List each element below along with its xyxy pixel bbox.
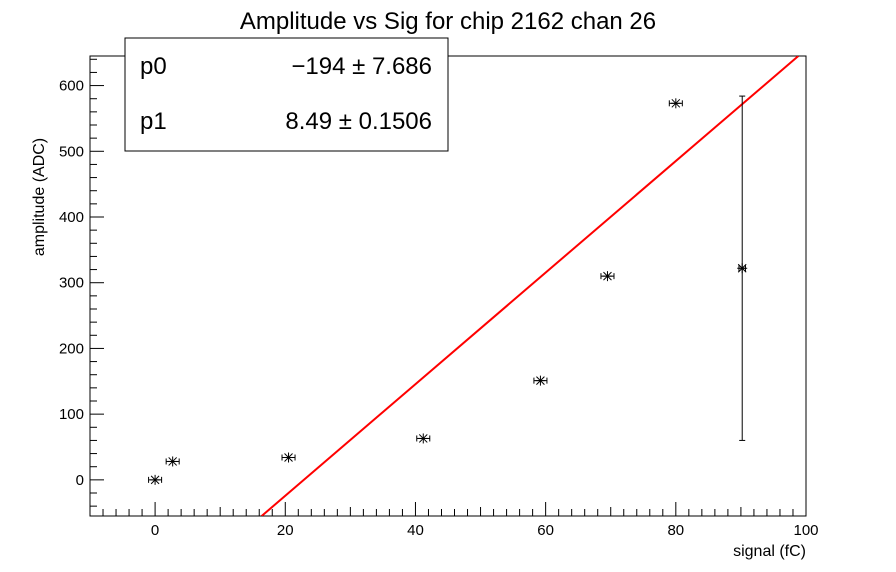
data-point xyxy=(416,433,431,444)
y-tick-label: 400 xyxy=(59,209,84,226)
data-point xyxy=(148,474,163,485)
marker-stroke xyxy=(603,271,612,281)
stat-name: p0 xyxy=(140,53,167,80)
axes: 0 20 40 60 80 100 0 100 200 300 400 500 600 xyxy=(59,55,819,539)
marker-stroke xyxy=(671,98,681,108)
marker-stroke xyxy=(737,263,747,273)
fit-line xyxy=(261,56,799,516)
stat-value: −194 ± 7.686 xyxy=(291,53,432,80)
data-point xyxy=(600,271,615,282)
x-axis-title: signal (fC) xyxy=(733,543,806,560)
stats-box-frame xyxy=(124,37,449,152)
y-tick-label: 200 xyxy=(59,340,84,357)
data-point xyxy=(165,456,180,467)
marker-stroke xyxy=(150,475,160,485)
x-tick-label: 60 xyxy=(537,522,554,539)
y-tick-label: 100 xyxy=(59,406,84,423)
marker-stroke xyxy=(536,376,545,385)
y-axis-title: amplitude (ADC) xyxy=(31,138,48,256)
points-layer xyxy=(148,95,748,485)
marker-stroke xyxy=(284,453,293,462)
x-tick-label: 0 xyxy=(151,522,159,539)
x-tick-label: 80 xyxy=(667,522,684,539)
x-tick-label: 100 xyxy=(793,522,818,539)
fit-layer xyxy=(261,56,799,516)
stat-name: p1 xyxy=(140,108,167,135)
y-tick-label: 500 xyxy=(59,143,84,160)
data-point xyxy=(533,375,548,386)
x-tick-label: 40 xyxy=(407,522,424,539)
y-tick-label: 0 xyxy=(76,472,84,489)
y-tick-label: 300 xyxy=(59,275,84,292)
chart-title: Amplitude vs Sig for chip 2162 chan 26 xyxy=(240,8,656,35)
marker-stroke xyxy=(418,434,428,443)
stats-box: p0 −194 ± 7.686 p1 8.49 ± 0.1506 xyxy=(124,37,449,152)
data-point xyxy=(737,95,748,441)
marker-stroke xyxy=(168,457,178,466)
stat-value: 8.49 ± 0.1506 xyxy=(285,108,432,135)
x-tick-label: 20 xyxy=(277,522,294,539)
data-point xyxy=(281,452,296,463)
data-point xyxy=(668,98,683,109)
y-tick-label: 600 xyxy=(59,78,84,95)
